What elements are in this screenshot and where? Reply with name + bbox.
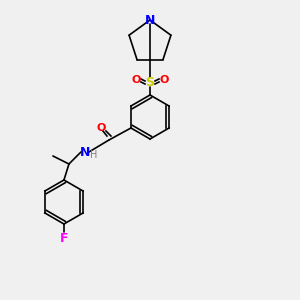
Text: H: H xyxy=(90,150,98,160)
Text: O: O xyxy=(96,123,106,133)
Text: S: S xyxy=(146,76,154,88)
Text: O: O xyxy=(131,75,141,85)
Text: N: N xyxy=(145,14,155,26)
Text: O: O xyxy=(159,75,169,85)
Text: N: N xyxy=(80,146,90,158)
Text: F: F xyxy=(60,232,68,244)
